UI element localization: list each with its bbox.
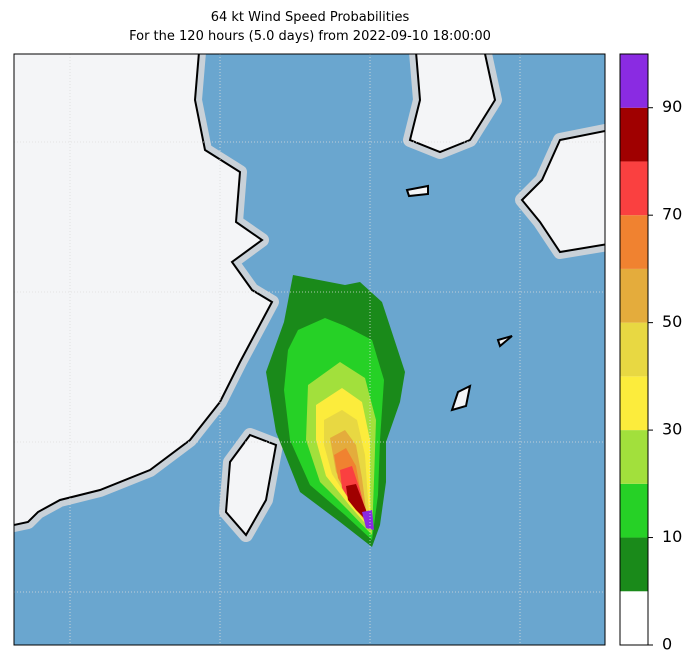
probability-contours [266,275,405,547]
colorbar-band [620,483,648,538]
tick-label: 30 [662,420,682,439]
colorbar-band [620,430,648,484]
tick-label: 10 [662,527,682,546]
title: 64 kt Wind Speed Probabilities [211,10,410,25]
tick-label: 0 [662,635,672,654]
colorbar-band [620,268,648,323]
land [14,54,605,537]
colorbar-band [620,591,648,645]
grid [14,54,605,645]
colorbar-band [620,376,648,431]
colorbar-band [620,54,648,108]
colorbar-band [620,215,648,269]
map [14,54,605,645]
colorbar: 0 10 30 50 70 90 [619,53,682,654]
colorbar-band [620,161,648,216]
subtitle: For the 120 hours (5.0 days) from 2022-0… [129,29,491,44]
colorbar-band [620,322,648,377]
colorbar-band [620,107,648,162]
tick-label: 90 [662,97,682,116]
tick-label: 50 [662,312,682,331]
map-frame [13,53,606,646]
colorbar-band [620,537,648,592]
colorbar-frame [619,53,649,646]
contour-band [362,510,374,530]
tick-label: 70 [662,205,682,224]
